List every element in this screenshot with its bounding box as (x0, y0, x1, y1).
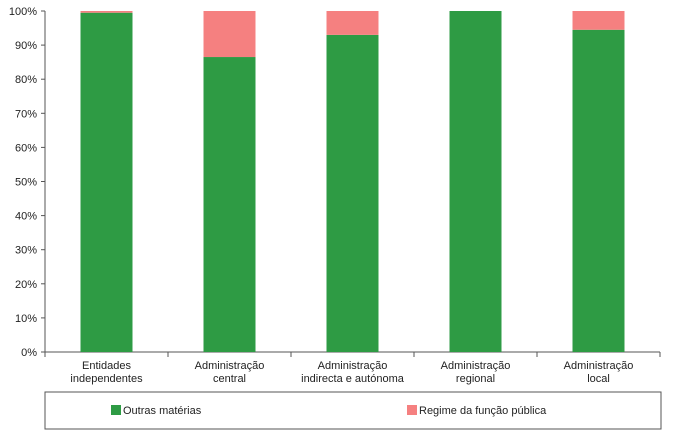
x-tick-label: central (213, 373, 246, 385)
bar-segment-regime-funcao-publica (203, 11, 256, 58)
bar-segment-outras-materias (80, 12, 133, 353)
labels: 0% 10% 20% 30% 40% 50% 60% 70% 80% 90% 100% Entidad… (9, 6, 633, 385)
legend-label: Regime da função pública (419, 405, 547, 417)
y-tick-label: 0% (21, 347, 37, 359)
y-tick-label: 100% (9, 6, 37, 18)
bar-segment-outras-materias (572, 29, 625, 352)
x-tick-label: Administração (564, 360, 634, 372)
y-tick-label: 90% (15, 40, 37, 52)
x-tick-label: regional (456, 373, 495, 385)
x-tick-label: local (587, 373, 610, 385)
x-tick-label: independentes (70, 373, 143, 385)
bar-segment-regime-funcao-publica (572, 11, 625, 30)
x-tick-label: Administração (318, 360, 388, 372)
y-tick-label: 20% (15, 279, 37, 291)
bar-segment-regime-funcao-publica (326, 11, 379, 35)
legend-swatch (407, 405, 417, 415)
y-tick-label: 10% (15, 313, 37, 325)
x-tick-label: Administração (441, 360, 511, 372)
y-tick-label: 50% (15, 177, 37, 189)
y-tick-label: 30% (15, 245, 37, 257)
bar-segment-outras-materias (326, 34, 379, 353)
legend-box (44, 391, 662, 430)
y-tick-label: 80% (15, 74, 37, 86)
x-tick-label: indirecta e autónoma (301, 373, 405, 385)
bar-segment-outras-materias (203, 57, 256, 352)
bars (80, 11, 625, 353)
y-tick-label: 70% (15, 108, 37, 120)
x-tick-label: Entidades (82, 360, 131, 372)
axes (41, 10, 661, 357)
y-tick-label: 40% (15, 211, 37, 223)
x-tick-label: Administração (195, 360, 265, 372)
legend-label: Outras matérias (123, 405, 202, 417)
legend-swatch (111, 405, 121, 415)
bar-segment-regime-funcao-publica (80, 11, 133, 13)
y-tick-label: 60% (15, 142, 37, 154)
bar-segment-outras-materias (449, 11, 502, 352)
legend: Outras matérias Regime da função pública (44, 391, 662, 430)
